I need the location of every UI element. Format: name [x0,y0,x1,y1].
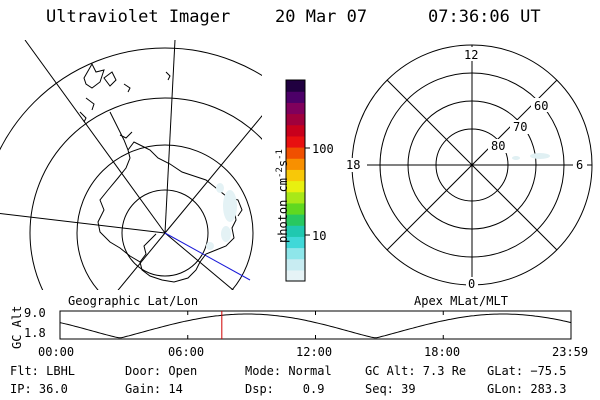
observation-date: 20 Mar 07 [275,7,368,27]
lat-circle-70 [76,144,254,290]
timeline-x-tick: 06:00 [168,345,205,359]
meridian-line [164,115,262,234]
status-ip: IP: 36.0 [10,382,68,396]
status-mode: Mode: Normal [245,364,332,378]
meridian-line [0,213,166,234]
colorbar-unit-main: photon cm [276,177,290,243]
magnetic-polar-grid [351,44,593,286]
status-filter: Flt: LBHL [10,364,76,378]
colorbar-swatch [286,258,305,271]
mlt-line-diagonal [386,79,558,251]
timeline-x-tick: 18:00 [424,345,461,359]
colorbar-gradient [286,80,305,282]
instrument-title: Ultraviolet Imager [46,7,231,27]
colorbar-swatch [286,214,305,226]
geographic-map [0,40,262,290]
status-glon: GLon: 283.3 [487,382,567,396]
status-gc-alt: GC Alt: 7.3 Re [365,364,467,378]
coastline [79,62,243,283]
left-map-caption: Geographic Lat/Lon [68,294,199,308]
colorbar-swatch [286,124,305,137]
status-dsp: Dsp: 0.9 [245,382,325,396]
colorbar-swatch [286,236,305,249]
label-bg [488,139,510,153]
colorbar-swatch [286,191,305,204]
colorbar-swatch [286,91,305,103]
status-seq: Seq: 39 [365,382,416,396]
colorbar-swatch [286,158,305,170]
timeline-axis-label: GC Alt [10,305,24,349]
label-bg [573,158,587,172]
colorbar-swatch [286,202,305,215]
timeline-ticks [59,311,572,339]
mlat-label-60: 60 [534,99,549,113]
colorbar-tick-label: 100 [312,142,334,156]
colorbar-tick-label: 10 [312,229,327,243]
status-gain: Gain: 14 [125,382,183,396]
mlt-label-12: 12 [464,48,479,62]
label-bg [531,98,555,112]
noon-midnight-line [164,232,251,281]
colorbar-unit-exp: -2 [275,167,285,178]
meridian-line [117,232,166,290]
timeline-x-tick: 23:59 [552,345,589,359]
colorbar-swatch [286,247,305,260]
mlt-label-0: 0 [468,277,476,291]
auroral-emission [206,183,237,250]
colorbar-swatch [286,113,305,126]
colorbar-swatch [286,102,305,115]
timeline-x-tick: 12:00 [296,345,333,359]
meridian-line [164,40,176,234]
mlat-label-80: 80 [491,139,506,153]
label-bg [510,120,532,134]
colorbar-swatch [286,269,305,282]
mlt-label-6: 6 [576,158,584,172]
colorbar-swatch [286,225,305,237]
lat-circle-80 [121,189,209,277]
observation-time: 07:36:06 UT [428,7,541,27]
mlat-label-70: 70 [513,120,528,134]
status-door: Door: Open [125,364,198,378]
label-bg [466,277,478,289]
timeline-y-tick: 1.8 [24,326,46,340]
lat-circle-50 [0,47,262,151]
timeline-frame [59,310,572,340]
right-map-caption: Apex MLat/MLT [414,294,508,308]
colorbar-swatch [286,80,305,92]
colorbar-swatch [286,135,305,148]
timeline-x-tick: 00:00 [38,345,75,359]
colorbar-unit-sec: s [276,159,290,168]
orbit-altitude-curve [59,313,572,339]
colorbar-swatch [286,169,305,182]
colorbar-frame [285,79,306,282]
magnetic-auroral-emission [512,153,550,160]
label-bg [345,158,367,172]
status-glat: GLat: −75.5 [487,364,567,378]
meridian-line [24,40,166,234]
meridian-line [164,232,234,290]
colorbar-unit-exp: -1 [275,149,285,160]
timeline-y-tick: 9.0 [24,306,46,320]
colorbar-swatch [286,180,305,193]
colorbar-swatch [286,147,305,159]
label-bg [460,47,482,61]
colorbar-unit-label: photon cm-2s-1 [275,149,290,243]
lat-circle-60 [29,97,262,290]
mlt-label-18: 18 [346,158,361,172]
